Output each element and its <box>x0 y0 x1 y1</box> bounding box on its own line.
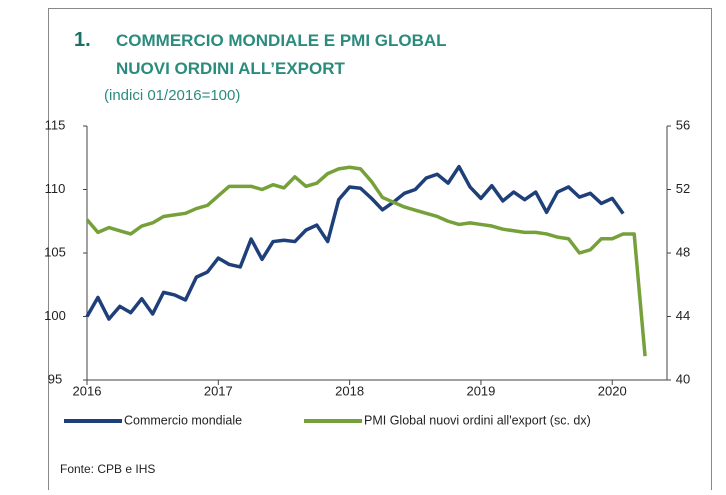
y2-tick-label: 48 <box>676 244 690 259</box>
chart-number: 1. <box>74 29 91 51</box>
y-tick-label: 105 <box>44 244 66 259</box>
source: Fonte: CPB e IHS <box>60 462 155 476</box>
data-line <box>85 165 647 357</box>
legend-label: Commercio mondiale <box>124 413 242 427</box>
chart-title: NUOVI ORDINI ALL’EXPORT <box>116 59 346 78</box>
legend-label: PMI Global nuovi ordini all'export (sc. … <box>364 413 591 427</box>
data-line <box>85 164 625 321</box>
x-tick-label: 2019 <box>466 383 495 398</box>
y2-tick-label: 40 <box>676 371 690 386</box>
frame <box>48 8 712 495</box>
y2-tick-label: 52 <box>676 181 690 196</box>
y2-tick-label: 44 <box>676 308 690 323</box>
x-tick-label: 2016 <box>73 383 102 398</box>
y-tick-label: 95 <box>48 371 62 386</box>
x-tick-label: 2017 <box>204 383 233 398</box>
y2-tick-label: 56 <box>676 117 690 132</box>
y-tick-label: 115 <box>45 117 66 132</box>
y-tick-label: 110 <box>45 181 66 196</box>
chart-subtitle: (indici 01/2016=100) <box>104 87 240 104</box>
x-tick-label: 2020 <box>598 383 627 398</box>
x-tick-label: 2018 <box>335 383 364 398</box>
y-tick-label: 100 <box>44 308 66 323</box>
chart-title: COMMERCIO MONDIALE E PMI GLOBAL <box>116 31 447 50</box>
